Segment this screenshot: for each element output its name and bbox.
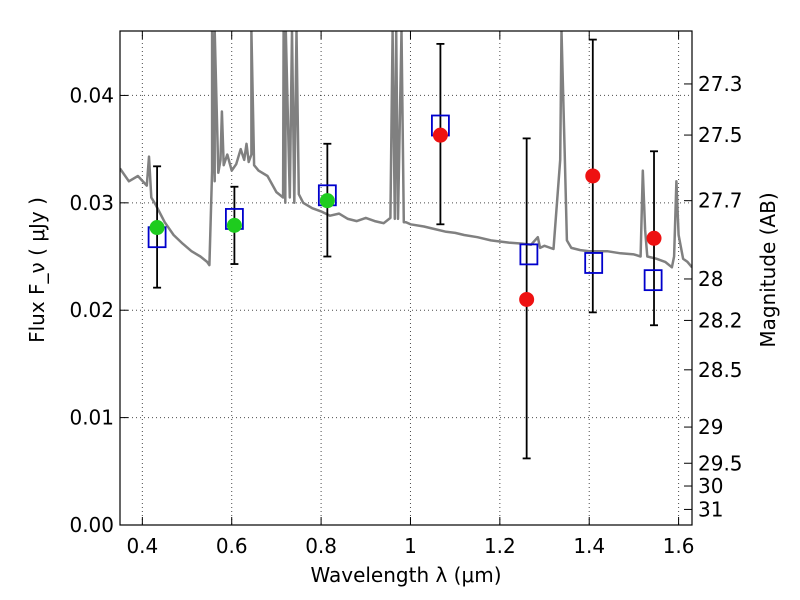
x-tick-label: 1.4 (573, 534, 605, 558)
model-square (519, 243, 539, 266)
axis-ticks: 0.4 0.6 0.8 1 1.2 1.4 1.6 0.00 0.01 0.02 0.03 0.04 2… (69, 31, 743, 558)
x-axis-label: Wavelength λ (μm) (310, 563, 501, 587)
magnitude-tick-label: 27.7 (698, 189, 743, 213)
plot-frame (119, 30, 693, 526)
x-tick-label: 0.6 (216, 534, 248, 558)
magnitude-tick-label: 28.5 (698, 358, 743, 382)
observed-photometry-points (149, 127, 662, 307)
spectrum-line (120, 31, 692, 269)
y-axis-label: Flux F_ν ( μJy ) (25, 197, 49, 343)
magnitude-tick-label: 29.5 (698, 451, 743, 475)
data-point (226, 217, 242, 233)
data-point (519, 291, 535, 307)
magnitude-tick-label: 27.5 (698, 123, 743, 147)
magnitude-tick-label: 28.2 (698, 308, 743, 332)
magnitude-tick-label: 27.3 (698, 72, 743, 96)
magnitude-tick-label: 30 (698, 474, 723, 498)
grid (120, 31, 692, 526)
model-spectrum (120, 31, 692, 269)
x-tick-label: 1 (404, 534, 417, 558)
data-point (149, 220, 165, 236)
data-point (319, 193, 335, 209)
data-point (585, 168, 601, 184)
x-tick-label: 0.8 (305, 534, 337, 558)
model-square (584, 252, 604, 274)
x-tick-label: 0.4 (126, 534, 158, 558)
x-tick-label: 1.6 (663, 534, 695, 558)
model-square (643, 269, 663, 292)
data-point (432, 127, 448, 143)
magnitude-tick-label: 29 (698, 415, 723, 439)
y-tick-label: 0.01 (69, 406, 114, 430)
x-tick-label: 1.2 (484, 534, 516, 558)
y-tick-label: 0.03 (69, 191, 114, 215)
y-right-axis-label: Magnitude (AB) (756, 192, 780, 347)
magnitude-tick-label: 31 (698, 497, 723, 521)
y-tick-label: 0.02 (69, 298, 114, 322)
error-bars (153, 38, 659, 460)
magnitude-tick-label: 28 (698, 267, 723, 291)
y-tick-label: 0.00 (69, 513, 114, 537)
data-point (646, 230, 662, 246)
y-tick-label: 0.04 (69, 83, 114, 107)
